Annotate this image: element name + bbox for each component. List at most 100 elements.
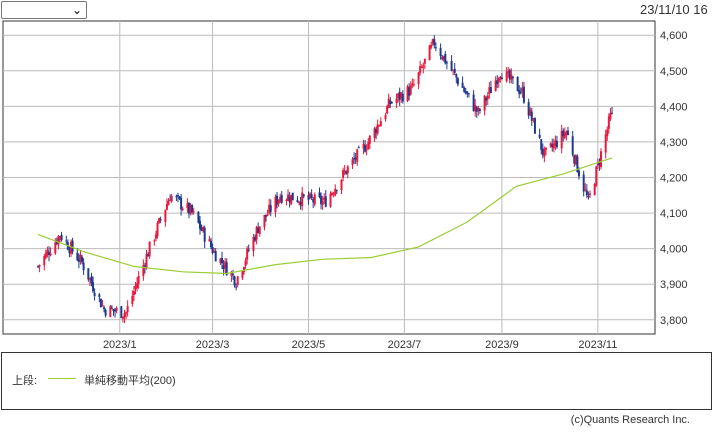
candle-body <box>472 94 475 112</box>
candle-body <box>332 193 335 195</box>
candle-body <box>423 58 426 64</box>
candle-body <box>456 78 459 85</box>
candle-body <box>554 140 557 146</box>
candle-body <box>187 202 190 214</box>
candle-body <box>334 188 337 196</box>
candle-body <box>595 166 598 186</box>
candle-body <box>220 257 223 264</box>
candle-body <box>142 265 145 277</box>
candle-body <box>606 129 609 136</box>
candle-body <box>571 136 574 155</box>
candle-body <box>219 258 222 264</box>
candle-body <box>549 143 552 147</box>
candle-body <box>485 97 488 101</box>
candle-body <box>532 118 535 120</box>
candle-body <box>76 252 79 261</box>
candle-body <box>287 194 290 201</box>
y-tick-label: 4,200 <box>660 173 688 185</box>
candle-body <box>596 162 599 166</box>
candle-body <box>254 237 257 241</box>
candle-body <box>541 148 544 155</box>
candle-body <box>38 264 41 267</box>
candle-body <box>364 145 367 152</box>
candle-body <box>461 82 464 88</box>
candle-body <box>464 91 467 94</box>
candle-body <box>186 203 189 209</box>
candle-body <box>494 80 497 92</box>
candle-body <box>277 199 280 204</box>
candle-body <box>609 112 612 119</box>
candle-body <box>279 196 282 202</box>
candle-body <box>126 306 129 313</box>
candle-body <box>387 98 390 108</box>
candle-body <box>191 204 194 213</box>
candle-body <box>588 193 591 195</box>
candle-body <box>230 272 233 276</box>
candle-body <box>235 286 238 288</box>
candle-body <box>241 271 244 278</box>
candle-body <box>255 227 258 240</box>
candle-body <box>310 194 313 198</box>
y-tick-label: 3,800 <box>660 315 688 327</box>
candle-body <box>99 298 102 308</box>
candle-body <box>309 193 312 199</box>
candle-body <box>488 87 491 94</box>
y-tick-label: 4,500 <box>660 66 688 78</box>
candle-body <box>439 47 442 57</box>
candle-body <box>225 262 228 276</box>
candle-body <box>202 227 205 232</box>
timestamp: 23/11/10 16 <box>640 2 708 17</box>
candle-body <box>565 131 568 136</box>
candle-body <box>573 155 576 164</box>
candle-body <box>499 76 502 80</box>
candle-body <box>453 68 456 73</box>
candle-body <box>197 211 200 223</box>
candle-body <box>301 192 304 207</box>
candle-body <box>280 194 283 203</box>
candle-body <box>452 69 455 71</box>
candle-body <box>376 124 379 134</box>
candle-body <box>276 195 279 205</box>
x-tick-label: 2023/1 <box>103 339 137 350</box>
candle-body <box>604 134 607 153</box>
candle-body <box>530 111 533 121</box>
period-selector[interactable]: ⌄ <box>1 1 87 19</box>
candle-body <box>323 197 326 201</box>
candle-body <box>527 102 530 116</box>
candle-body <box>577 170 580 177</box>
candle-body <box>77 258 80 263</box>
candle-body <box>243 267 246 273</box>
candle-body <box>224 261 227 269</box>
candle-body <box>324 196 327 207</box>
candle-body <box>46 250 49 255</box>
candle-body <box>563 133 566 138</box>
candle-body <box>70 242 73 254</box>
candle-body <box>593 184 596 196</box>
candle-body <box>354 157 357 160</box>
candle-body <box>474 105 477 112</box>
candle-body <box>351 159 354 165</box>
candle-body <box>431 39 434 44</box>
candle-body <box>340 179 343 191</box>
candle-body <box>489 87 492 93</box>
candle-body <box>496 80 499 84</box>
candle-body <box>98 294 101 297</box>
candle-body <box>386 106 389 114</box>
candle-body <box>529 109 532 116</box>
candle-body <box>158 218 161 223</box>
candle-body <box>302 194 305 197</box>
candle-body <box>236 276 239 286</box>
candle-body <box>533 117 536 134</box>
candle-body <box>200 227 203 231</box>
candle-body <box>156 223 159 237</box>
candle-body <box>44 252 47 258</box>
candle-body <box>57 236 60 245</box>
candle-body <box>433 38 436 46</box>
candle-body <box>500 77 503 80</box>
candle-body <box>49 253 52 256</box>
candle-body <box>266 214 269 216</box>
candle-body <box>148 241 151 257</box>
candle-body <box>400 93 403 99</box>
candle-body <box>417 72 420 85</box>
price-chart: 4,600 4,500 4,400 4,300 4,200 4,100 4,000 3,900… <box>2 20 688 350</box>
